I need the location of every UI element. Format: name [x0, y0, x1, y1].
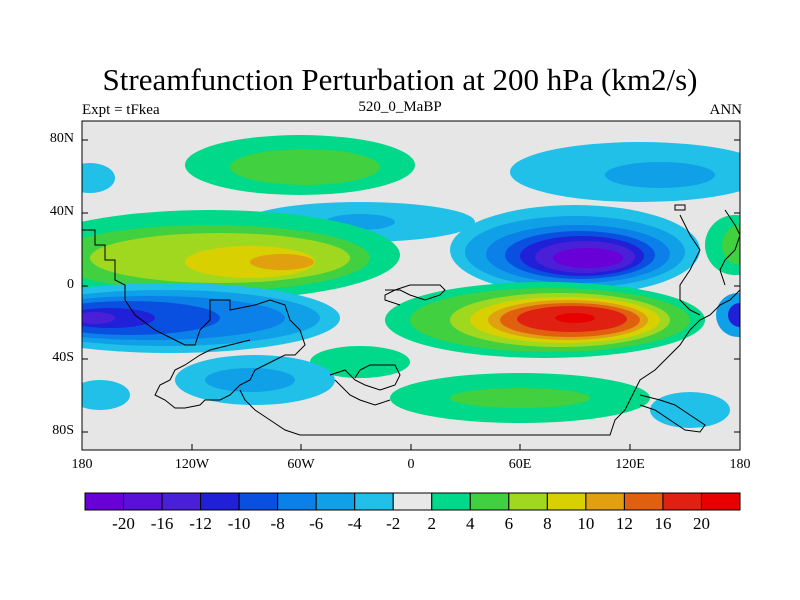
colorbar-label: 12: [615, 514, 633, 533]
colorbar-label: 20: [692, 514, 710, 533]
colorbar-swatch: [431, 492, 471, 511]
colorbar-swatch: [123, 492, 163, 511]
colorbar-swatch: [277, 492, 317, 511]
season-label: ANN: [709, 102, 743, 118]
colorbar-swatch: [700, 492, 741, 511]
lat-tick-label: 0: [67, 277, 74, 292]
colorbar-swatch: [200, 492, 240, 511]
colorbar-label: -8: [270, 514, 285, 533]
case-label: 520_0_MaBP: [358, 99, 442, 115]
colorbar-swatch: [623, 492, 664, 511]
colorbar-label: 6: [504, 514, 514, 533]
colorbar-swatch: [508, 492, 548, 511]
lon-tick-label: 180: [729, 457, 751, 472]
colorbar-label: 10: [577, 514, 595, 533]
colorbar-swatch: [546, 492, 587, 511]
colorbar-label: -16: [150, 514, 174, 533]
colorbar-label: -2: [386, 514, 401, 533]
lat-tick-label: 80S: [52, 423, 74, 438]
colorbar-label: -10: [227, 514, 251, 533]
colorbar-swatch: [469, 492, 510, 511]
colorbar-label: 8: [543, 514, 552, 533]
lat-tick-label: 40S: [52, 350, 74, 365]
plot-title: Streamfunction Perturbation at 200 hPa (…: [102, 62, 698, 97]
continent-outlines: [82, 204, 740, 436]
colorbar-swatch: [392, 492, 433, 511]
colorbar-label: 4: [466, 514, 475, 533]
colorbar-swatch: [161, 492, 202, 511]
colorbar-swatch: [585, 492, 625, 511]
lon-tick-label: 60W: [287, 457, 315, 472]
colorbar-label: -6: [309, 514, 324, 533]
lon-tick-label: 0: [407, 457, 415, 472]
colorbar-label: 2: [427, 514, 437, 533]
lat-tick-label: 80N: [49, 131, 74, 146]
lon-tick-label: 60E: [508, 457, 532, 472]
colorbar-label: -20: [112, 514, 135, 533]
colorbar-label: -4: [347, 514, 362, 533]
colorbar-swatch: [354, 492, 394, 511]
lat-tick-label: 40N: [49, 204, 74, 219]
colorbar-swatch: [238, 492, 279, 511]
colorbar-label: -12: [189, 514, 212, 533]
colorbar-swatch: [84, 492, 125, 511]
colorbar-swatch: [662, 492, 702, 511]
lon-tick-label: 120W: [174, 457, 210, 472]
lon-tick-label: 180: [71, 457, 93, 472]
lon-tick-label: 120E: [615, 457, 645, 472]
colorbar: [84, 492, 741, 511]
experiment-label: Expt = tFkea: [82, 102, 160, 118]
axis-ticks: [81, 139, 741, 450]
colorbar-label: 16: [654, 514, 672, 533]
colorbar-swatch: [315, 492, 356, 511]
contour-fields: [82, 135, 740, 428]
